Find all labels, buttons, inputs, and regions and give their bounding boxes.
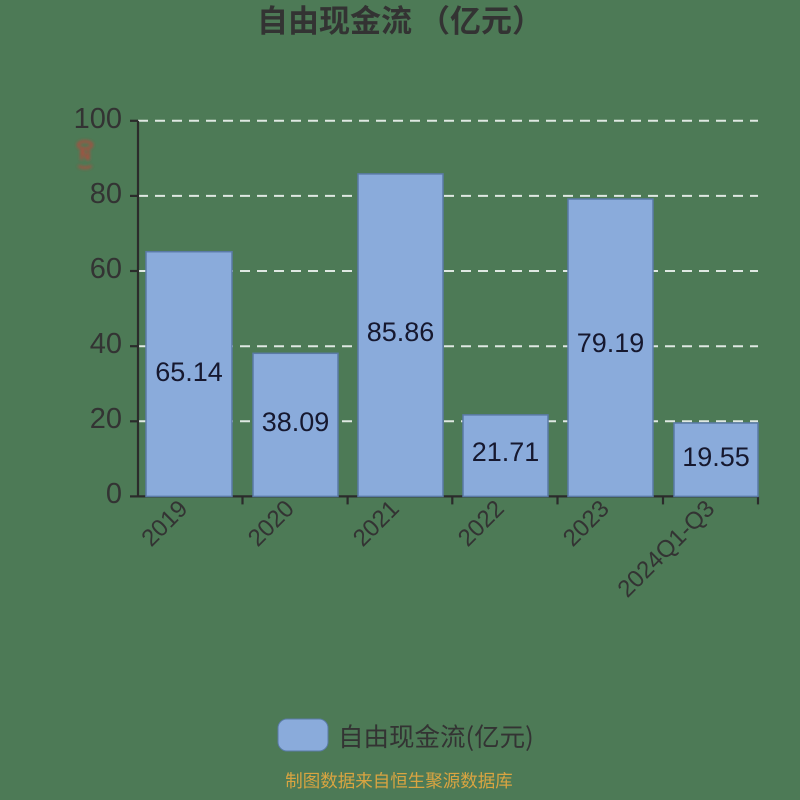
svg-text:100: 100 — [74, 103, 122, 135]
svg-text:19.55: 19.55 — [682, 442, 750, 472]
svg-text:21.71: 21.71 — [472, 437, 540, 467]
svg-text:制图数据来自恒生聚源数据库: 制图数据来自恒生聚源数据库 — [285, 768, 513, 793]
svg-text:0: 0 — [106, 478, 122, 510]
svg-text:38.09: 38.09 — [262, 407, 330, 437]
svg-text:60: 60 — [90, 253, 122, 285]
svg-text:40: 40 — [90, 328, 122, 360]
svg-text:79.19: 79.19 — [577, 328, 645, 358]
svg-text:85.86: 85.86 — [367, 317, 435, 347]
svg-text:65.14: 65.14 — [155, 357, 223, 387]
svg-text:80: 80 — [90, 178, 122, 210]
svg-text:20: 20 — [90, 403, 122, 435]
svg-text:N: N — [80, 147, 91, 164]
svg-text:自由现金流 （亿元）: 自由现金流 （亿元） — [257, 0, 543, 41]
svg-text:自由现金流(亿元): 自由现金流(亿元) — [338, 717, 534, 754]
